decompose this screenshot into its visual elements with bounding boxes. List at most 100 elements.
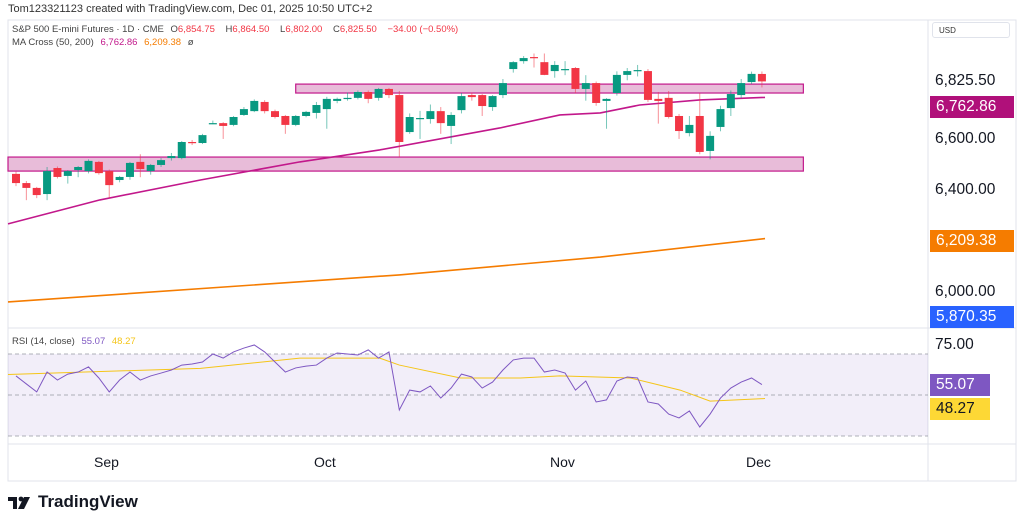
candle-body [281, 115, 290, 125]
rsi-line [15, 344, 763, 428]
candle-body [747, 73, 756, 83]
price-tick: 6,825.50 [935, 72, 996, 89]
rsi-ma-value: 48.27 [111, 336, 136, 347]
rsi-ma-badge: 48.27 [930, 398, 990, 420]
low-badge: 5,870.35 [930, 306, 1014, 328]
ma50-value: 6,762.86 [100, 37, 138, 48]
open-label: O [170, 24, 178, 35]
high-label: H [225, 24, 233, 35]
candle-body [188, 142, 197, 144]
candle-body [125, 162, 134, 177]
candles [12, 53, 766, 201]
candle-body [84, 160, 93, 172]
candle-body [291, 115, 300, 125]
candle-body [32, 187, 41, 196]
candle-body [757, 73, 766, 82]
candle-body [685, 124, 694, 134]
candle-body [550, 64, 559, 72]
candle-body [53, 168, 62, 177]
candle-body [457, 96, 466, 111]
candle-body [353, 92, 362, 98]
candle-body [63, 171, 72, 176]
ma200-line [7, 237, 766, 303]
candle-body [271, 111, 279, 117]
tradingview-logo: TradingView [8, 492, 138, 512]
candle-body [105, 171, 114, 186]
rsi-ma-line [7, 357, 766, 402]
close-label: C [332, 24, 340, 35]
candle-body [374, 88, 383, 98]
candle-body [333, 98, 342, 101]
low-label: L [280, 24, 286, 35]
zones [7, 83, 804, 172]
candle-body [654, 98, 663, 101]
time-label-nov: Nov [550, 454, 575, 470]
candle-body [22, 183, 31, 188]
chart-frame [7, 19, 1017, 482]
candle-body [706, 135, 715, 151]
ma-extra: ø [187, 37, 194, 48]
candle-body [426, 111, 435, 120]
candle-body [726, 94, 735, 109]
candle-body [74, 167, 83, 171]
candle-body [115, 176, 124, 181]
rsi-title[interactable]: RSI (14, close) [12, 336, 75, 347]
support-resistance-zone [7, 156, 804, 172]
currency-button[interactable]: USD [932, 22, 1010, 38]
candle-body [384, 88, 393, 96]
attribution: Tom123321123 created with TradingView.co… [8, 3, 373, 15]
candle-body [167, 156, 176, 159]
rsi-tick: 75.00 [935, 336, 974, 353]
candle-body [664, 97, 673, 117]
candle-body [436, 111, 445, 124]
candle-body [592, 83, 601, 103]
open-value: 6,854.75 [177, 24, 215, 35]
candle-body [509, 62, 518, 70]
candle-body [312, 105, 321, 113]
candle-body [239, 109, 248, 115]
candle-body [43, 171, 52, 195]
candle-body [478, 95, 487, 107]
ma50-line [7, 96, 766, 225]
candle-body [488, 96, 497, 108]
rsi-value: 55.07 [81, 336, 106, 347]
close-value: 6,825.50 [339, 24, 377, 35]
price-tick: 6,600.00 [935, 130, 996, 147]
candle-body [571, 68, 580, 89]
change-value: −34.00 (−0.50%) [387, 24, 459, 35]
candle-body [136, 161, 145, 170]
candle-body [467, 95, 476, 98]
candle-body [602, 98, 611, 101]
candle-body [623, 71, 632, 75]
candle-body [561, 69, 570, 71]
candle-body [447, 114, 456, 126]
candle-body [229, 117, 238, 125]
candle-body [675, 115, 684, 132]
rsi-pane [7, 344, 928, 437]
ma200-badge: 6,209.38 [930, 230, 1014, 252]
rsi-band [8, 354, 928, 436]
candle-body [695, 115, 704, 152]
candle-body [364, 92, 373, 99]
candle-body [581, 83, 590, 89]
ma50-badge: 6,762.86 [930, 96, 1014, 118]
candle-body [94, 161, 103, 174]
candle-body [498, 83, 507, 96]
candle-body [530, 57, 538, 59]
support-resistance-zone [295, 83, 804, 94]
price-tick: 6,000.00 [935, 283, 996, 300]
moving-averages [7, 96, 766, 303]
time-label-oct: Oct [314, 454, 336, 470]
symbol-title[interactable]: S&P 500 E-mini Futures · 1D · CME [12, 24, 164, 35]
brand-name: TradingView [38, 492, 138, 511]
candle-body [260, 101, 269, 112]
candle-body [395, 95, 404, 142]
ma-title[interactable]: MA Cross (50, 200) [12, 37, 94, 48]
candle-body [643, 71, 652, 100]
candle-body [12, 173, 20, 184]
candle-body [322, 98, 331, 110]
candle-body [250, 100, 259, 112]
candle-body [208, 123, 217, 125]
candle-body [302, 111, 311, 116]
